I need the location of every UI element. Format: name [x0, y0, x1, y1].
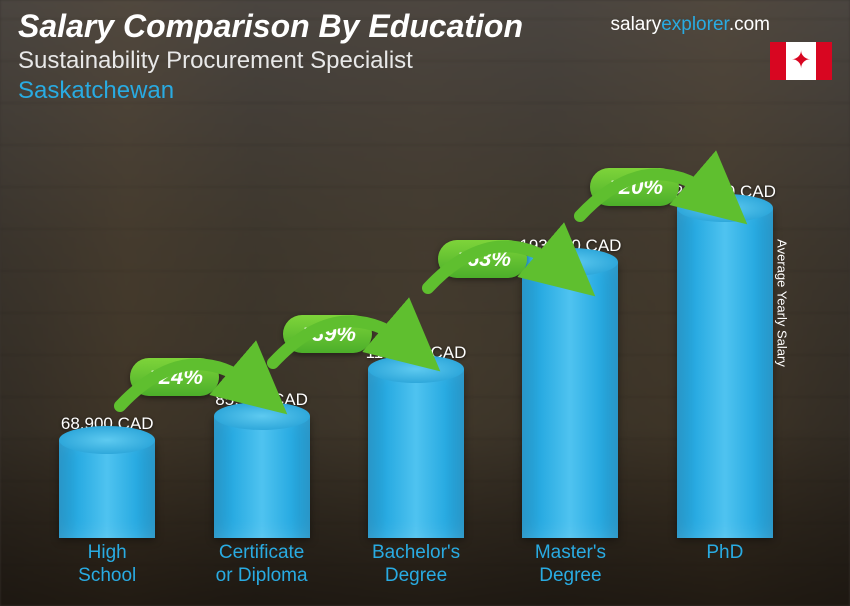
bar-chart: 68,900 CAD85,400 CAD118,000 CAD193,000 C…	[30, 140, 802, 588]
arrow-icon	[560, 146, 740, 236]
y-axis-label: Average Yearly Salary	[775, 239, 790, 367]
category-label: Master's Degree	[493, 542, 647, 588]
category-label: High School	[30, 542, 184, 588]
arrow-icon	[253, 293, 433, 383]
category-label: PhD	[648, 542, 802, 588]
brand-suffix: .com	[729, 14, 770, 35]
increase-indicator: +63%	[438, 240, 527, 278]
bar	[214, 416, 310, 538]
increase-indicator: +20%	[590, 168, 679, 206]
category-labels: High SchoolCertificate or DiplomaBachelo…	[30, 542, 802, 588]
chart-subtitle: Sustainability Procurement Specialist	[18, 47, 832, 75]
maple-leaf-icon: ✦	[791, 49, 811, 73]
category-label: Certificate or Diploma	[184, 542, 338, 588]
increase-indicator: +39%	[283, 315, 372, 353]
flag-canada: ✦	[770, 42, 832, 80]
bar	[59, 440, 155, 538]
chart-region: Saskatchewan	[18, 77, 832, 105]
increase-indicator: +24%	[130, 358, 219, 396]
brand-logo: salaryexplorer.com	[611, 14, 770, 36]
category-label: Bachelor's Degree	[339, 542, 493, 588]
brand-accent: explorer	[661, 14, 729, 35]
brand-name: salary	[611, 14, 662, 35]
bar	[677, 208, 773, 538]
bar	[368, 369, 464, 538]
